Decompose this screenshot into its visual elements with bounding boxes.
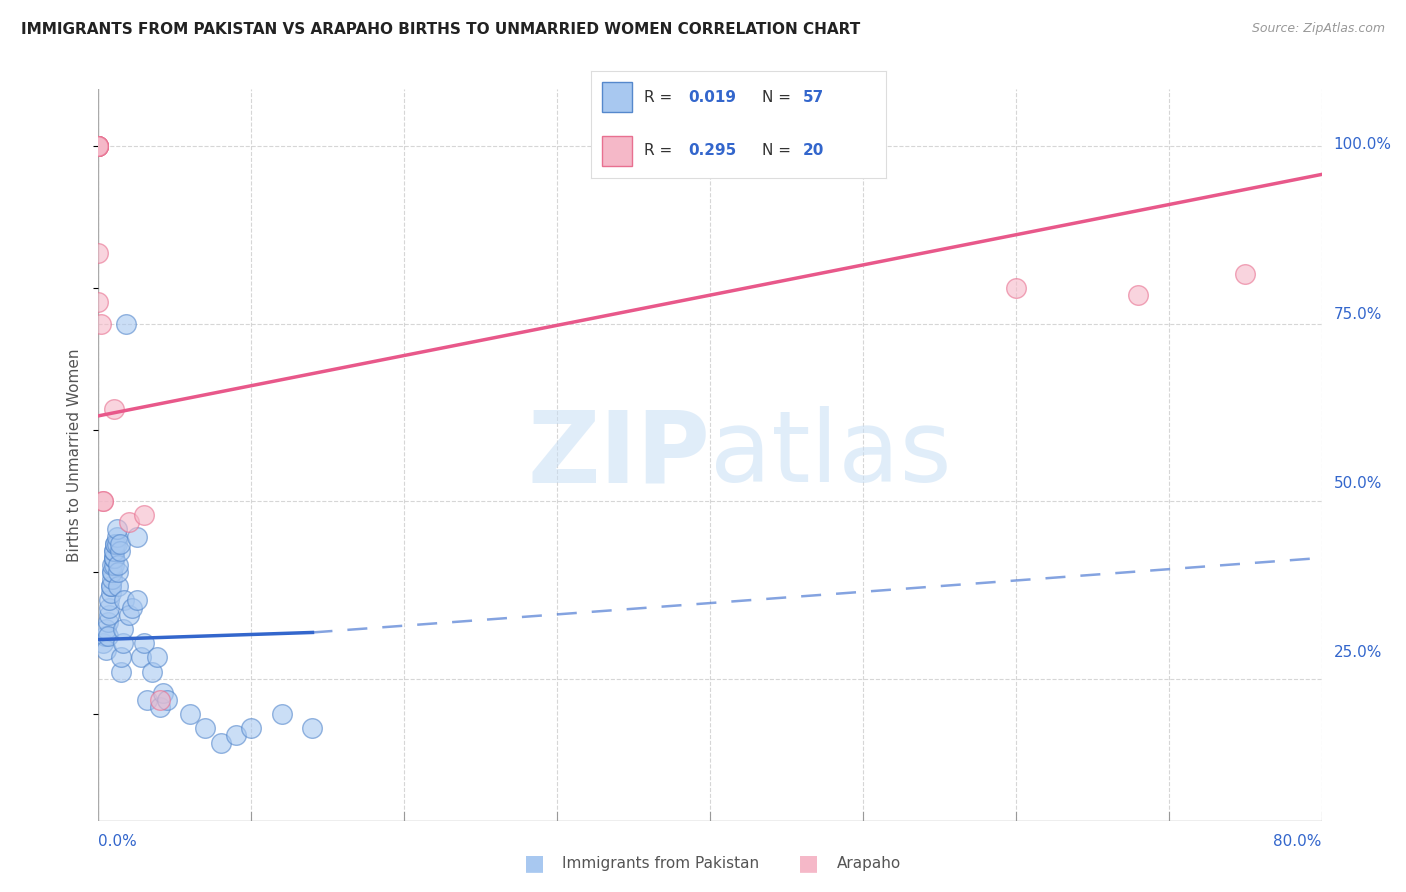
Point <box>136 693 159 707</box>
Point <box>103 401 125 416</box>
Text: atlas: atlas <box>710 407 952 503</box>
Point <box>101 558 124 572</box>
Point <box>134 508 156 523</box>
Point <box>87 295 110 310</box>
Point <box>103 543 125 558</box>
Point <box>97 615 120 629</box>
Point <box>1128 288 1150 302</box>
Text: 20: 20 <box>803 143 824 158</box>
Point <box>98 593 121 607</box>
Point <box>100 586 122 600</box>
Point <box>111 636 134 650</box>
Point <box>134 636 156 650</box>
Text: Source: ZipAtlas.com: Source: ZipAtlas.com <box>1251 22 1385 36</box>
Text: Immigrants from Pakistan: Immigrants from Pakistan <box>562 856 759 871</box>
Point <box>91 494 114 508</box>
Point <box>103 550 125 565</box>
Point <box>87 139 110 153</box>
Point <box>98 600 121 615</box>
Point <box>118 516 141 530</box>
Point <box>100 579 122 593</box>
Point <box>108 543 131 558</box>
Point <box>107 579 129 593</box>
Point <box>90 317 112 331</box>
Point <box>225 728 247 742</box>
Y-axis label: Births to Unmarried Women: Births to Unmarried Women <box>67 348 83 562</box>
Point <box>107 565 129 579</box>
Point <box>179 707 201 722</box>
Text: 57: 57 <box>803 89 824 104</box>
Point <box>87 139 110 153</box>
Point <box>125 530 148 544</box>
Point <box>110 650 132 665</box>
Point <box>301 722 323 736</box>
Point <box>107 558 129 572</box>
Point <box>87 139 110 153</box>
Point <box>101 565 124 579</box>
Text: ■: ■ <box>524 854 544 873</box>
Point <box>94 643 117 657</box>
Point <box>118 607 141 622</box>
Point <box>104 537 127 551</box>
Text: N =: N = <box>762 89 796 104</box>
Text: Arapaho: Arapaho <box>837 856 901 871</box>
Point <box>94 622 117 636</box>
Point <box>97 629 120 643</box>
Point <box>209 735 232 749</box>
Point <box>194 722 217 736</box>
Point <box>125 593 148 607</box>
Point <box>111 622 134 636</box>
Point <box>101 572 124 586</box>
Point <box>121 600 143 615</box>
Text: N =: N = <box>762 143 796 158</box>
Point <box>105 523 128 537</box>
FancyBboxPatch shape <box>602 82 631 112</box>
Point <box>105 537 128 551</box>
Point <box>104 537 127 551</box>
Point <box>103 550 125 565</box>
Text: 80.0%: 80.0% <box>1274 834 1322 849</box>
Point <box>152 686 174 700</box>
Point <box>129 650 152 665</box>
Point <box>91 494 114 508</box>
Point <box>149 700 172 714</box>
Point <box>270 707 292 722</box>
Point <box>100 579 122 593</box>
Text: ZIP: ZIP <box>527 407 710 503</box>
Point <box>91 636 114 650</box>
Point <box>145 650 167 665</box>
Text: ■: ■ <box>799 854 818 873</box>
Point <box>103 543 125 558</box>
Text: R =: R = <box>644 89 676 104</box>
Point <box>1004 281 1026 295</box>
Point <box>149 693 172 707</box>
Point <box>103 550 125 565</box>
Point <box>103 558 125 572</box>
Point <box>240 722 263 736</box>
Point <box>108 537 131 551</box>
Point <box>93 629 115 643</box>
FancyBboxPatch shape <box>602 136 631 166</box>
Text: 0.019: 0.019 <box>688 89 735 104</box>
Point <box>87 139 110 153</box>
Point <box>115 317 138 331</box>
Text: 0.295: 0.295 <box>688 143 737 158</box>
Point <box>87 139 110 153</box>
Text: R =: R = <box>644 143 676 158</box>
Text: 0.0%: 0.0% <box>98 834 138 849</box>
Text: IMMIGRANTS FROM PAKISTAN VS ARAPAHO BIRTHS TO UNMARRIED WOMEN CORRELATION CHART: IMMIGRANTS FROM PAKISTAN VS ARAPAHO BIRT… <box>21 22 860 37</box>
Point <box>87 139 110 153</box>
Point <box>87 245 110 260</box>
Point <box>141 665 163 679</box>
Point <box>87 139 110 153</box>
Point <box>101 565 124 579</box>
Point <box>110 665 132 679</box>
Point <box>156 693 179 707</box>
Point <box>98 607 121 622</box>
Point <box>87 139 110 153</box>
Point <box>112 593 135 607</box>
Point <box>105 530 128 544</box>
Point <box>1234 267 1257 281</box>
